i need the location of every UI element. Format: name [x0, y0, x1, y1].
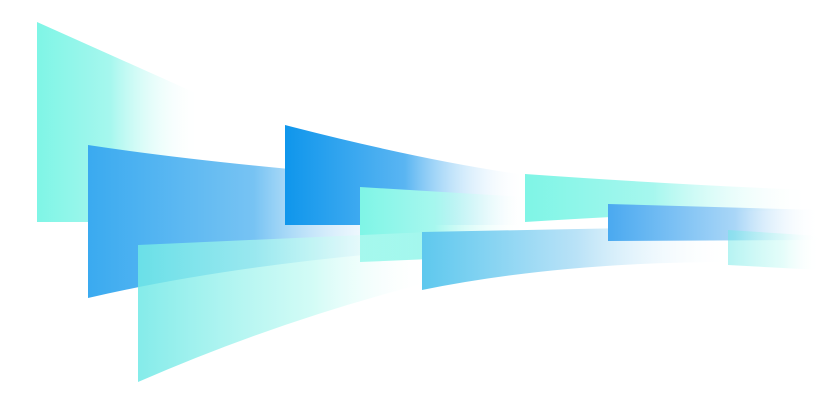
ribbon-light-blue: [422, 226, 730, 290]
ribbon-mint-bottom: [138, 232, 430, 382]
ribbon-mint-far-right: [728, 230, 820, 270]
ribbon-blue-right: [608, 204, 820, 241]
